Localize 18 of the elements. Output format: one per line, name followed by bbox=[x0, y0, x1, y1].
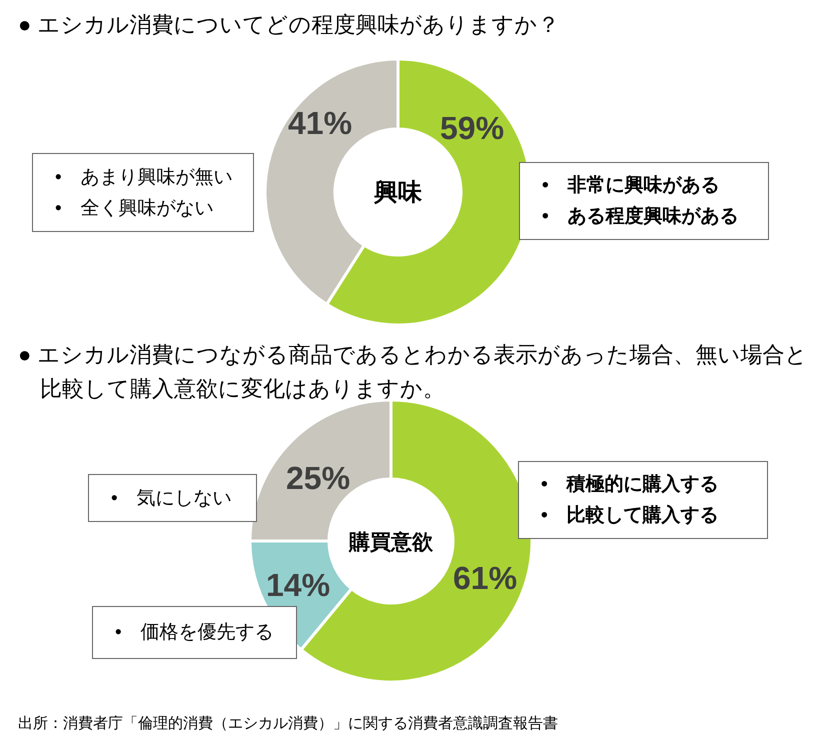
data-label: 14% bbox=[266, 567, 330, 603]
text: • 積極的に購入する bbox=[541, 472, 719, 497]
text: • あまり興味が無い bbox=[55, 166, 233, 190]
text: • 全く興味がない bbox=[55, 196, 215, 220]
text: 出所：消費者庁「倫理的消費（エシカル消費）」に関する消費者意識調査報告書 bbox=[18, 715, 558, 732]
text: 興味 bbox=[373, 179, 423, 206]
data-label: 41% bbox=[288, 105, 352, 141]
text: • 気にしない bbox=[111, 486, 232, 510]
data-label: 59% bbox=[440, 110, 504, 146]
text: 購買意欲 bbox=[348, 530, 434, 554]
text: • 比較して購入する bbox=[541, 504, 719, 528]
text: • 価格を優先する bbox=[115, 621, 274, 645]
text: • ある程度興味がある bbox=[542, 204, 739, 229]
text: • 非常に興味がある bbox=[542, 174, 721, 198]
chart-title: ● エシカル消費につながる商品であるとわかる表示があった場合、無い場合と比較して購入意欲に変化はありますか。 bbox=[18, 342, 808, 401]
data-label: 25% bbox=[286, 460, 350, 496]
data-label: 61% bbox=[452, 560, 518, 596]
chart-title: ● エシカル消費についてどの程度興味がありますか？ bbox=[18, 12, 560, 37]
